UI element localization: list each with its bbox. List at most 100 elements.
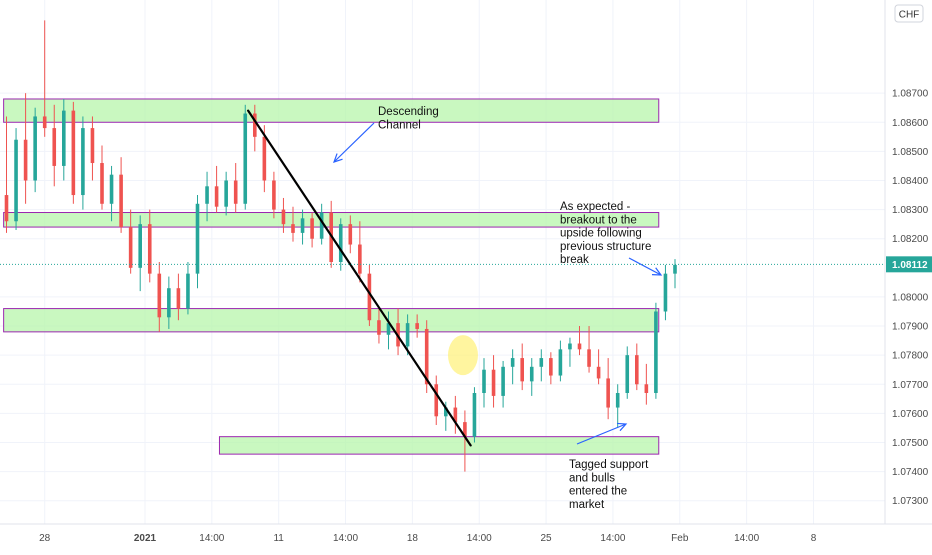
candle-body <box>463 422 467 437</box>
candle-body <box>42 116 47 129</box>
time-axis[interactable]: 28 2021 14:00 11 14:00 18 14:00 25 14:00 Feb 14:00… <box>39 533 817 544</box>
currency-label: CHF <box>899 10 920 21</box>
price-tick-label: 1.08500 <box>892 147 929 158</box>
price-zone[interactable] <box>3 308 660 333</box>
price-tick-label: 1.07700 <box>892 380 929 391</box>
candle-body <box>338 224 343 262</box>
price-tick-label: 1.07800 <box>892 351 929 362</box>
price-tick-label: 1.07600 <box>892 409 929 420</box>
breakout-arrow[interactable] <box>628 257 663 276</box>
drawings <box>247 109 663 447</box>
candle <box>358 221 362 283</box>
price-axis[interactable]: 1.08700 1.08600 1.08500 1.08400 1.08300 1.082… <box>892 89 929 508</box>
candle-body <box>14 139 18 222</box>
annotation-line: break <box>560 254 589 266</box>
highlight-circle[interactable] <box>447 335 478 376</box>
candle-body <box>4 195 9 222</box>
candle <box>52 104 57 187</box>
breakout-arrow-shaft <box>628 257 662 276</box>
time-tick-label: 14:00 <box>600 533 625 544</box>
candle <box>549 352 553 385</box>
candle-body <box>147 224 152 274</box>
candle-body <box>635 355 639 385</box>
price-zone[interactable] <box>218 436 660 455</box>
candle-body <box>23 139 28 181</box>
price-tick-label: 1.08400 <box>892 176 929 187</box>
candle-body <box>167 288 171 318</box>
candle-body <box>444 407 448 417</box>
candle-body <box>300 218 305 233</box>
candle <box>157 262 162 332</box>
candle <box>539 349 544 382</box>
descending-trendline[interactable] <box>247 109 472 447</box>
candle <box>42 20 47 137</box>
annotation-text[interactable]: Tagged support and bulls entered the market <box>569 459 649 511</box>
candle-body <box>558 349 563 376</box>
candle <box>291 206 295 242</box>
current-price-badge <box>886 256 932 273</box>
candle-body <box>272 180 276 210</box>
candle <box>510 349 515 385</box>
time-tick-label: 14:00 <box>333 533 358 544</box>
candle-body <box>62 110 66 166</box>
candle-body <box>367 273 372 321</box>
candle-body <box>472 393 477 437</box>
annotation-text[interactable]: As expected -breakout to the upside follo… <box>560 201 651 266</box>
candle-body <box>100 163 104 204</box>
candle-body <box>654 311 658 393</box>
time-tick-label: 28 <box>39 533 51 544</box>
time-tick-label: 8 <box>811 533 817 544</box>
candle-body <box>310 218 314 239</box>
candle <box>587 326 591 373</box>
candle-body <box>434 384 439 417</box>
annotation-line: entered the <box>569 486 627 498</box>
candle <box>635 343 639 391</box>
candle <box>224 171 228 216</box>
candle-body <box>195 203 200 274</box>
annotation-line: As expected - <box>560 201 630 213</box>
annotation-line: Channel <box>378 119 421 131</box>
candle <box>453 395 458 434</box>
channel-arrow-head <box>333 153 343 163</box>
annotation-line: Descending <box>378 106 439 118</box>
support-arrow[interactable] <box>576 422 628 445</box>
candle <box>14 128 18 230</box>
candle-body <box>358 244 362 274</box>
candle-body <box>81 128 85 196</box>
time-tick-label: 14:00 <box>467 533 492 544</box>
annotation-line: Tagged support <box>569 459 649 471</box>
candle <box>491 355 496 408</box>
candle-body <box>157 273 162 318</box>
annotation-text[interactable]: Descending Channel <box>378 106 439 131</box>
candle-body <box>176 288 181 309</box>
time-tick-label: Feb <box>671 533 689 544</box>
price-tick-label: 1.08000 <box>892 292 929 303</box>
candle <box>606 358 610 420</box>
candle-body <box>501 366 505 396</box>
candle-body <box>128 227 133 268</box>
channel-arrow[interactable] <box>333 122 375 163</box>
price-tick-label: 1.08200 <box>892 234 929 245</box>
time-tick-label: 18 <box>407 533 419 544</box>
candle-body <box>319 212 324 239</box>
candle-body <box>281 209 286 225</box>
breakout-arrow-head <box>651 267 663 276</box>
price-zone[interactable] <box>3 98 660 123</box>
candle-body <box>224 180 228 207</box>
annotation-line: breakout to the <box>560 214 637 226</box>
candle-body <box>577 343 582 350</box>
channel-arrow-shaft <box>333 122 375 163</box>
candle-body <box>510 358 515 367</box>
currency-badge[interactable] <box>894 4 924 23</box>
candle <box>615 384 620 428</box>
candle <box>81 116 85 210</box>
candle-body <box>529 366 534 382</box>
candle <box>167 276 171 329</box>
candle <box>4 116 9 233</box>
candles <box>4 20 677 472</box>
candle-body <box>596 366 601 379</box>
candle-body <box>205 186 209 204</box>
candle-body <box>233 180 238 204</box>
